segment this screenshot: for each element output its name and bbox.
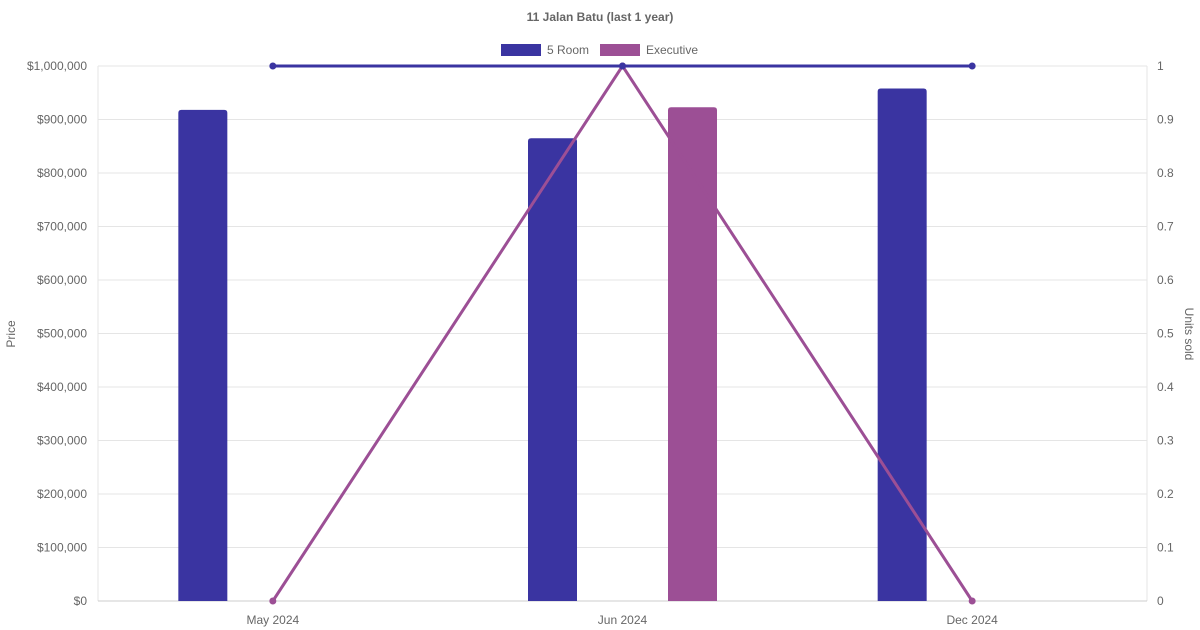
y-left-tick-label: $100,000 <box>37 541 87 555</box>
point-5-room[interactable] <box>269 62 277 70</box>
y-left-axis-title: Price <box>4 320 18 348</box>
y-right-tick-label: 0.1 <box>1157 541 1174 555</box>
y-left-tick-label: $300,000 <box>37 434 87 448</box>
point-executive[interactable] <box>269 597 277 605</box>
y-left-tick-label: $600,000 <box>37 273 87 287</box>
left-axis-ticks: $0 $100,000 $200,000 $300,000 $400,000 $500,0… <box>27 59 87 608</box>
y-left-tick-label: $0 <box>74 594 88 608</box>
y-left-tick-label: $700,000 <box>37 220 87 234</box>
legend-label-5-room[interactable]: 5 Room <box>547 43 589 57</box>
x-axis-ticks: May 2024 Jun 2024 Dec 2024 <box>246 613 998 627</box>
x-tick-label: Jun 2024 <box>598 613 648 627</box>
y-right-tick-label: 1 <box>1157 59 1164 73</box>
grid-lines <box>97 65 1148 602</box>
x-tick-label: May 2024 <box>246 613 299 627</box>
y-right-tick-label: 0.9 <box>1157 113 1174 127</box>
y-right-tick-label: 0.6 <box>1157 273 1174 287</box>
bars <box>178 88 927 602</box>
y-right-tick-label: 0.5 <box>1157 327 1174 341</box>
point-5-room[interactable] <box>619 62 626 70</box>
y-left-tick-label: $1,000,000 <box>27 59 87 73</box>
y-left-tick-label: $900,000 <box>37 113 87 127</box>
y-right-tick-label: 0.7 <box>1157 220 1174 234</box>
y-right-tick-label: 0.3 <box>1157 434 1174 448</box>
x-tick-label: Dec 2024 <box>946 613 998 627</box>
legend-swatch-5-room[interactable] <box>501 44 541 56</box>
legend-label-executive[interactable]: Executive <box>646 43 698 57</box>
series-lines <box>269 62 976 605</box>
chart-title: 11 Jalan Batu (last 1 year) <box>527 10 674 24</box>
bar-executive[interactable] <box>668 107 717 601</box>
y-right-axis-title: Units sold <box>1182 308 1196 361</box>
right-axis-ticks: 0 0.1 0.2 0.3 0.4 0.5 0.6 0.7 0.8 0.9 1 <box>1157 59 1174 608</box>
y-right-tick-label: 0.8 <box>1157 166 1174 180</box>
y-right-tick-label: 0.2 <box>1157 487 1174 501</box>
bar-5-room[interactable] <box>178 109 228 602</box>
bar-5-room[interactable] <box>528 138 577 601</box>
legend: 5 Room Executive <box>501 43 698 57</box>
y-right-tick-label: 0 <box>1157 594 1164 608</box>
point-executive[interactable] <box>968 597 976 605</box>
y-left-tick-label: $200,000 <box>37 487 87 501</box>
y-right-tick-label: 0.4 <box>1157 380 1174 394</box>
y-left-tick-label: $800,000 <box>37 166 87 180</box>
y-left-tick-label: $500,000 <box>37 327 87 341</box>
point-5-room[interactable] <box>968 62 976 70</box>
bar-5-room[interactable] <box>877 88 927 602</box>
legend-swatch-executive[interactable] <box>600 44 640 56</box>
y-left-tick-label: $400,000 <box>37 380 87 394</box>
